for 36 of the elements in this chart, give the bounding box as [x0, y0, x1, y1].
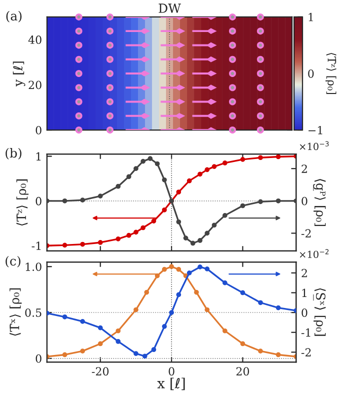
- y2-axis-title: ⟨g̲ᴾ⟩ [ρ₀]: [313, 179, 326, 226]
- y-axis-title: ⟨T̄ˣ⟩ [ρ₀]: [10, 288, 22, 336]
- text: (a): [6, 10, 22, 22]
- y-tick-label: -1: [32, 242, 41, 250]
- x-tick-label: -20: [92, 367, 109, 376]
- x-tick-label: 0: [168, 367, 174, 376]
- text: ×10$^{−3}$: [300, 141, 329, 150]
- y2-tick-label: -2: [301, 229, 311, 238]
- y-tick-label: 0: [36, 196, 42, 206]
- y2-tick-label: -1: [301, 328, 310, 337]
- y-tick-label: 1: [36, 152, 41, 161]
- y-tick-label: 1.0: [26, 262, 42, 271]
- chart-title: DW: [158, 4, 181, 13]
- y2-tick-label: 0: [302, 308, 308, 317]
- y-tick-label: 0: [36, 354, 42, 363]
- x-axis-title: x [ℓ]: [157, 378, 185, 390]
- y-tick-label: 20: [28, 80, 42, 90]
- y-tick-label: 40: [28, 36, 42, 44]
- y-axis-title: ⟨T̄ᶻ⟩ [ρ₀]: [16, 179, 29, 226]
- y-axis-title: y [ℓ]: [12, 62, 26, 86]
- y2-tick-label: 2: [302, 268, 307, 278]
- y-tick-label: 0.5: [25, 308, 42, 317]
- y2-axis-title: ⟨S̲ˣ⟩ [ρ₀]: [313, 288, 326, 336]
- y2-tick-label: -2: [301, 348, 311, 356]
- y2-tick-label: 2: [302, 164, 307, 173]
- color-bar-label: 1: [308, 12, 313, 22]
- x-tick-label: 20: [236, 367, 250, 376]
- y2-tick-label: 1: [302, 288, 306, 297]
- text: (c): [6, 256, 20, 268]
- text: (b): [6, 148, 22, 160]
- y-tick-label: 0: [36, 126, 42, 134]
- color-bar-label: −1: [308, 126, 322, 134]
- y2-tick-label: 0: [302, 196, 308, 206]
- color-bar-label: 0: [308, 69, 314, 78]
- color-bar-title: ⟨T̄ᶻ⟩ [ρ₀]: [326, 53, 336, 94]
- text: ×10$^{−2}$: [300, 249, 329, 258]
